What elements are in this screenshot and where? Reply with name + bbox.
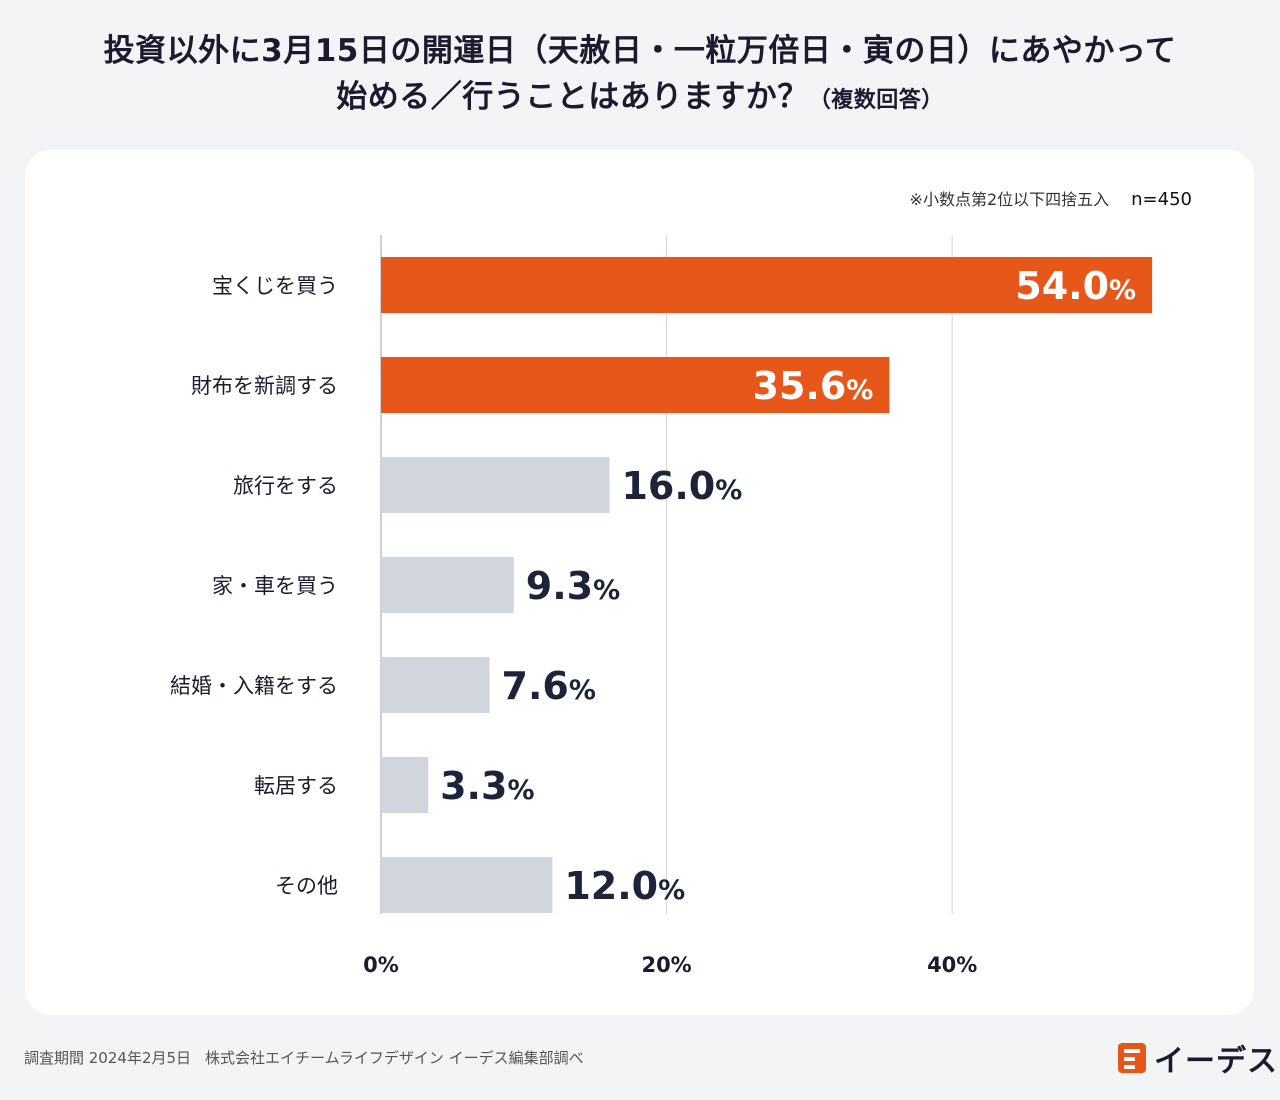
- chart-title-main: 始める／行うことはありますか？: [336, 79, 809, 115]
- rounding-note: ※小数点第2位以下四捨五入: [909, 190, 1110, 209]
- edes-logo-icon: [1118, 1043, 1146, 1073]
- chart-title-suffix: （複数回答）: [808, 88, 944, 113]
- bar: [381, 357, 890, 413]
- data-label: 16.0%: [621, 464, 742, 508]
- bar: [381, 557, 514, 613]
- category-label: 家・車を買う: [212, 574, 338, 598]
- chart-note: ※小数点第2位以下四捨五入 n=450: [910, 186, 1192, 210]
- bar: [381, 657, 490, 713]
- category-label: 転居する: [254, 774, 338, 798]
- category-label: 結婚・入籍をする: [170, 674, 338, 698]
- bar: [381, 457, 610, 513]
- data-label: 35.6%: [753, 364, 874, 408]
- footer: 調査期間 2024年2月5日 株式会社エイチームライフデザイン イーデス編集部調べ: [24, 1047, 584, 1068]
- survey-source: 株式会社エイチームライフデザイン イーデス編集部調べ: [205, 1049, 584, 1067]
- data-label: 7.6%: [502, 664, 596, 708]
- data-label: 12.0%: [564, 864, 685, 908]
- logo-text: イーデス: [1154, 1044, 1278, 1079]
- x-tick-label: 40%: [927, 953, 977, 977]
- chart-title-line1: 投資以外に3月15日の開運日（天赦日・一粒万倍日・寅の日）にあやかって: [103, 33, 1177, 69]
- data-label: 54.0%: [1015, 264, 1136, 308]
- category-label: その他: [275, 874, 338, 898]
- data-label: 9.3%: [526, 564, 620, 608]
- sample-size: n=450: [1131, 189, 1192, 210]
- chart-title: 投資以外に3月15日の開運日（天赦日・一粒万倍日・寅の日）にあやかって 始める／…: [0, 28, 1280, 124]
- category-label: 旅行をする: [233, 474, 338, 498]
- bar: [381, 857, 553, 913]
- survey-period: 調査期間 2024年2月5日: [24, 1049, 192, 1067]
- category-label: 財布を新調する: [191, 374, 338, 398]
- bar: [381, 757, 429, 813]
- bar: [381, 257, 1153, 313]
- brand-logo: イーデス: [1118, 1040, 1278, 1079]
- category-label: 宝くじを買う: [212, 274, 338, 298]
- data-label: 3.3%: [440, 764, 534, 808]
- x-tick-label: 0%: [363, 953, 399, 977]
- chart-title-line2: 始める／行うことはありますか？（複数回答）: [0, 74, 1280, 124]
- x-tick-label: 20%: [641, 953, 691, 977]
